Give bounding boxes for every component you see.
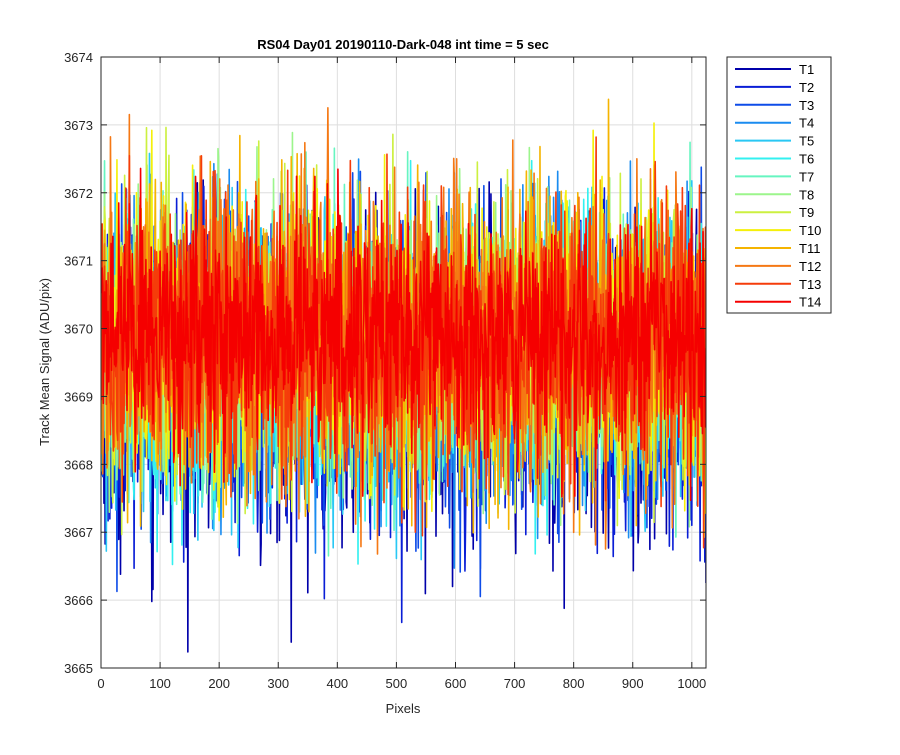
x-tick-label: 1000 — [677, 676, 706, 691]
x-axis: 0 100 200 300 400 500 600 700 800 900 1000 — [97, 57, 706, 691]
y-tick-label: 3673 — [64, 118, 93, 133]
legend-box — [726, 56, 832, 314]
x-tick-label: 200 — [208, 676, 230, 691]
plot-frame — [100, 56, 707, 669]
x-tick-label: 900 — [622, 676, 644, 691]
series-line-t14 — [101, 167, 706, 502]
legend-label-t10: T10 — [799, 223, 821, 238]
y-tick-label: 3667 — [64, 525, 93, 540]
legend: T1 T2 T3 T4 T5 T6 T7 T8 T9 T10 T11 T12 T13 T14 — [726, 56, 832, 314]
x-tick-label: 700 — [504, 676, 526, 691]
legend-label-t3: T3 — [799, 98, 814, 113]
x-tick-label: 400 — [326, 676, 348, 691]
series-layer — [101, 98, 706, 653]
y-tick-label: 3671 — [64, 254, 93, 269]
x-tick-label: 600 — [445, 676, 467, 691]
y-tick-label: 3666 — [64, 593, 93, 608]
legend-label-t2: T2 — [799, 80, 814, 95]
legend-label-t7: T7 — [799, 169, 814, 184]
legend-label-t12: T12 — [799, 259, 821, 274]
x-tick-label: 100 — [149, 676, 171, 691]
legend-label-t13: T13 — [799, 277, 821, 292]
x-tick-label: 800 — [563, 676, 585, 691]
y-tick-label: 3669 — [64, 389, 93, 404]
y-axis: 3665 3666 3667 3668 3669 3670 3671 3672 3673 3674 — [64, 50, 706, 676]
x-tick-label: 0 — [97, 676, 104, 691]
x-axis-label: Pixels — [386, 701, 421, 716]
legend-label-t11: T11 — [799, 241, 820, 256]
legend-label-t6: T6 — [799, 152, 814, 167]
legend-label-t4: T4 — [799, 116, 814, 131]
legend-label-t9: T9 — [799, 205, 814, 220]
legend-label-t8: T8 — [799, 187, 814, 202]
x-tick-label: 500 — [386, 676, 408, 691]
legend-label-t14: T14 — [799, 295, 821, 310]
y-tick-label: 3668 — [64, 457, 93, 472]
y-tick-label: 3672 — [64, 186, 93, 201]
legend-label-t1: T1 — [799, 62, 814, 77]
y-axis-label: Track Mean Signal (ADU/pix) — [37, 278, 52, 446]
x-tick-label: 300 — [267, 676, 289, 691]
y-tick-label: 3670 — [64, 322, 93, 337]
y-tick-label: 3665 — [64, 661, 93, 676]
y-tick-label: 3674 — [64, 50, 93, 65]
chart-title: RS04 Day01 20190110-Dark-048 int time = … — [257, 37, 549, 52]
legend-label-t5: T5 — [799, 134, 814, 149]
